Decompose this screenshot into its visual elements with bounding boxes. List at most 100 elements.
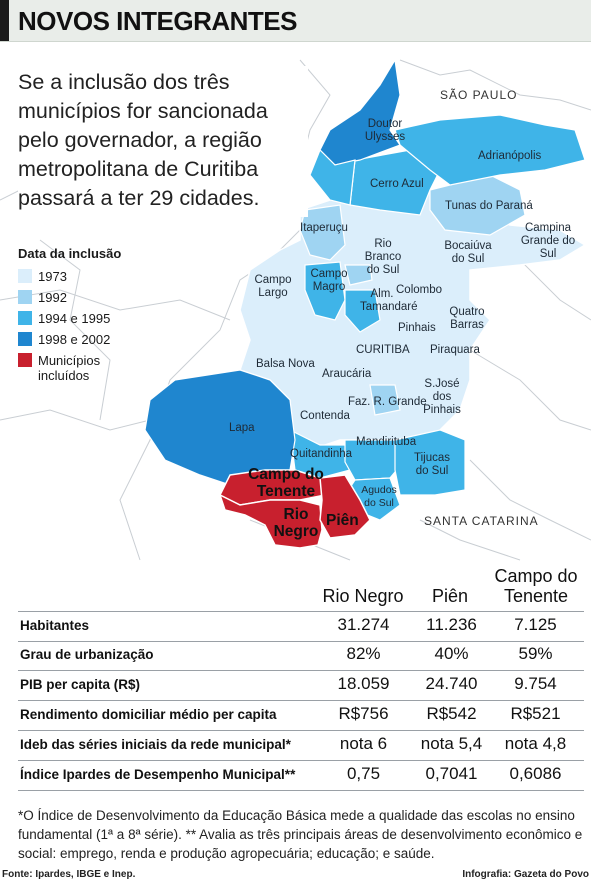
label-mandirituba: Mandirituba (356, 436, 417, 448)
label-itaperucu: Itaperuçu (300, 222, 348, 234)
table-row: Índice Ipardes de Desempenho Municipal**… (18, 761, 584, 791)
label-campo-do-tenente: Campo do Tenente (248, 466, 324, 500)
map: SÃO PAULO SANTA CATARINA Doutor Ulysses … (0, 42, 591, 562)
table-row: Grau de urbanização 82% 40% 59% (18, 641, 584, 671)
row-label: Habitantes (20, 618, 90, 633)
label-curitiba: CURITIBA (356, 344, 410, 356)
column-header-pien: Piên (431, 586, 469, 606)
table-cell: R$521 (510, 704, 561, 723)
legend-swatch-1994 (18, 311, 32, 325)
region-1992-faz (369, 384, 401, 416)
row-label: Ideb das séries iniciais da rede municip… (20, 737, 291, 752)
region-1994-campo-magro (304, 261, 346, 321)
region-1998-cerro-upper (309, 148, 356, 206)
legend: Data da inclusão 1973 1992 1994 e 1995 1… (18, 246, 168, 389)
label-campo-magro: Campo Magro (310, 268, 348, 293)
label-colombo: Colombo (396, 284, 443, 296)
header-bar: NOVOS INTEGRANTES (0, 0, 591, 42)
credit-note: Infografia: Gazeta do Povo (462, 869, 589, 880)
legend-item: 1973 (18, 269, 168, 284)
label-pien: Piên (326, 512, 359, 529)
table-cell: 18.059 (337, 674, 390, 693)
label-quitandinha: Quitandinha (290, 448, 353, 460)
label-sjp: S.José dos Pinhais (423, 378, 461, 416)
lede-text: Se a inclusão dos três municípios for sa… (18, 66, 308, 217)
region-1994-tijucas (394, 429, 466, 496)
label-rio-negro: Rio Negro (273, 506, 319, 540)
label-quatro-barras: Quatro Barras (449, 306, 485, 331)
label-tijucas: Tijucas do Sul (414, 452, 450, 477)
table-cell: nota 6 (339, 734, 388, 753)
column-header-campo-do-tenente: Campo do Tenente (494, 566, 578, 606)
state-label-sao-paulo: SÃO PAULO (440, 88, 518, 102)
table-cell: 40% (434, 644, 469, 663)
table-cell: nota 5,4 (420, 734, 483, 753)
legend-label: 1973 (38, 269, 67, 284)
label-contenda: Contenda (300, 410, 350, 422)
region-1994-tamandare (344, 289, 381, 333)
region-1992-itaperucu (299, 204, 346, 261)
region-1998-doutor-ulysses (319, 58, 401, 166)
table-row: Ideb das séries iniciais da rede municip… (18, 731, 584, 761)
label-doutor-ulysses: Doutor Ulysses (364, 118, 406, 143)
legend-label: 1994 e 1995 (38, 311, 111, 326)
legend-label: 1992 (38, 290, 67, 305)
legend-swatch-1992 (18, 290, 32, 304)
label-pinhais: Pinhais (398, 322, 436, 334)
page-title: NOVOS INTEGRANTES (18, 6, 297, 36)
legend-title: Data da inclusão (18, 246, 122, 261)
source-note: Fonte: Ipardes, IBGE e Inep. (2, 869, 136, 880)
label-tunas: Tunas do Paraná (445, 200, 533, 212)
legend-swatch-included (18, 353, 32, 367)
table-cell: R$542 (426, 704, 477, 723)
table-cell: 0,75 (346, 764, 381, 783)
label-almirante: Alm. Tamandaré (360, 288, 418, 313)
table-cell: R$756 (338, 704, 389, 723)
header-accent (0, 0, 9, 41)
row-label: Índice Ipardes de Desempenho Municipal** (20, 767, 296, 782)
label-campina: Campina Grande do Sul (520, 222, 576, 260)
label-rio-branco: Rio Branco do Sul (364, 238, 402, 276)
region-1992-small (344, 264, 373, 286)
legend-swatch-1998 (18, 332, 32, 346)
row-label: PIB per capita (R$) (20, 677, 141, 692)
legend-label: Municípios incluídos (38, 353, 101, 383)
label-adrianopolis: Adrianópolis (478, 150, 542, 162)
label-piraquara: Piraquara (430, 344, 480, 356)
table-cell: 82% (346, 644, 381, 663)
label-lapa: Lapa (229, 422, 255, 434)
label-campo-largo: Campo Largo (254, 274, 292, 299)
label-bocaiuva: Bocaiúva do Sul (444, 240, 492, 265)
legend-swatch-1973 (18, 269, 32, 283)
background-borders (0, 59, 591, 561)
table-cell: 11.236 (426, 615, 477, 634)
legend-item: 1998 e 2002 (18, 332, 168, 347)
label-agudos: Agudos do Sul (361, 484, 397, 509)
table-cell: 0,7041 (425, 764, 478, 783)
legend-label: 1998 e 2002 (38, 332, 111, 347)
row-label: Grau de urbanização (20, 647, 154, 662)
table-cell: 9.754 (514, 674, 557, 693)
column-header-rio-negro: Rio Negro (322, 586, 404, 606)
label-cerro-azul: Cerro Azul (370, 178, 424, 190)
table-cell: 59% (518, 644, 553, 663)
table-cell: 31.274 (337, 615, 390, 634)
legend-item: 1992 (18, 290, 168, 305)
label-balsa-nova: Balsa Nova (256, 358, 315, 370)
map-svg (0, 58, 591, 561)
legend-item: 1994 e 1995 (18, 311, 168, 326)
table-cell: nota 4,8 (504, 734, 567, 753)
region-pien (319, 474, 371, 539)
state-label-santa-catarina: SANTA CATARINA (424, 514, 539, 528)
legend-item: Municípios incluídos (18, 353, 168, 383)
table-row: Habitantes 31.274 11.236 7.125 (18, 611, 584, 642)
region-1998-adrianopolis (394, 114, 586, 186)
label-faz-rio-grande: Faz. R. Grande (348, 396, 427, 408)
label-araucaria: Araucária (322, 368, 372, 380)
region-1992-tunas (429, 174, 526, 236)
table-row: PIB per capita (R$) 18.059 24.740 9.754 (18, 671, 584, 701)
footnote: *O Índice de Desenvolvimento da Educação… (18, 808, 583, 861)
table-cell: 7.125 (514, 615, 557, 634)
region-rio-negro (218, 493, 323, 549)
row-label: Rendimento domiciliar médio per capita (20, 707, 277, 722)
